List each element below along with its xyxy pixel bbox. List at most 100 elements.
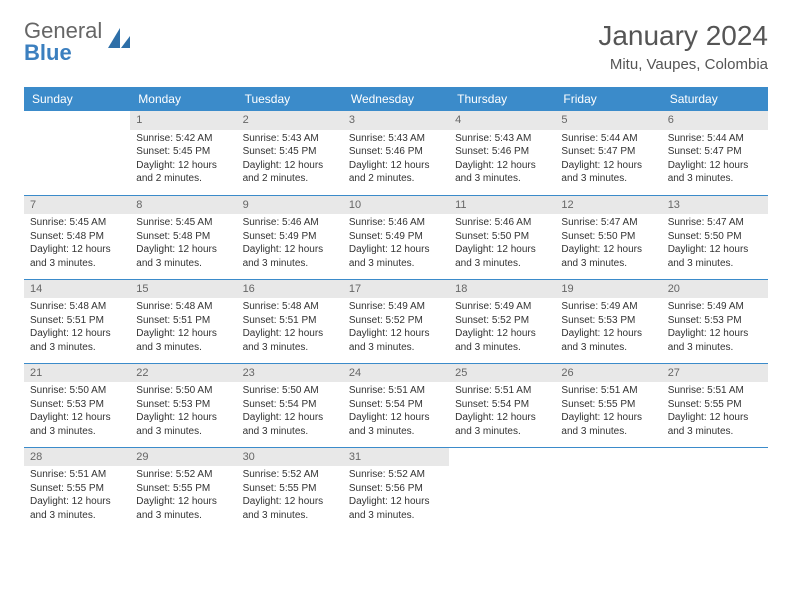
sunset-line: Sunset: 5:56 PM <box>349 482 443 496</box>
day-cell: 2Sunrise: 5:43 AMSunset: 5:45 PMDaylight… <box>237 111 343 195</box>
daylight-line: Daylight: 12 hours and 3 minutes. <box>30 243 124 270</box>
sail-icon <box>106 26 132 58</box>
day-cell: 19Sunrise: 5:49 AMSunset: 5:53 PMDayligh… <box>555 279 661 363</box>
brand-logo: General Blue <box>24 20 132 64</box>
day-cell: 30Sunrise: 5:52 AMSunset: 5:55 PMDayligh… <box>237 447 343 531</box>
daylight-line: Daylight: 12 hours and 3 minutes. <box>243 495 337 522</box>
sunrise-line: Sunrise: 5:44 AM <box>668 132 762 146</box>
sunrise-line: Sunrise: 5:50 AM <box>243 384 337 398</box>
day-cell: 16Sunrise: 5:48 AMSunset: 5:51 PMDayligh… <box>237 279 343 363</box>
daylight-line: Daylight: 12 hours and 3 minutes. <box>30 327 124 354</box>
day-details: Sunrise: 5:52 AMSunset: 5:55 PMDaylight:… <box>130 466 236 526</box>
day-cell: 22Sunrise: 5:50 AMSunset: 5:53 PMDayligh… <box>130 363 236 447</box>
daylight-line: Daylight: 12 hours and 2 minutes. <box>349 159 443 186</box>
day-details: Sunrise: 5:49 AMSunset: 5:52 PMDaylight:… <box>449 298 555 358</box>
sunset-line: Sunset: 5:49 PM <box>243 230 337 244</box>
day-details: Sunrise: 5:48 AMSunset: 5:51 PMDaylight:… <box>130 298 236 358</box>
day-number: 5 <box>555 111 661 130</box>
day-details: Sunrise: 5:43 AMSunset: 5:45 PMDaylight:… <box>237 130 343 190</box>
day-number: 28 <box>24 448 130 467</box>
weekday-header: Tuesday <box>237 87 343 111</box>
weekday-header: Monday <box>130 87 236 111</box>
daylight-line: Daylight: 12 hours and 3 minutes. <box>136 327 230 354</box>
day-number: 18 <box>449 280 555 299</box>
daylight-line: Daylight: 12 hours and 3 minutes. <box>349 495 443 522</box>
daylight-line: Daylight: 12 hours and 3 minutes. <box>349 243 443 270</box>
sunset-line: Sunset: 5:50 PM <box>455 230 549 244</box>
daylight-line: Daylight: 12 hours and 3 minutes. <box>136 243 230 270</box>
day-cell: 26Sunrise: 5:51 AMSunset: 5:55 PMDayligh… <box>555 363 661 447</box>
sunrise-line: Sunrise: 5:48 AM <box>136 300 230 314</box>
sunrise-line: Sunrise: 5:47 AM <box>561 216 655 230</box>
sunrise-line: Sunrise: 5:49 AM <box>349 300 443 314</box>
sunrise-line: Sunrise: 5:48 AM <box>243 300 337 314</box>
day-number: 24 <box>343 364 449 383</box>
day-cell: 27Sunrise: 5:51 AMSunset: 5:55 PMDayligh… <box>662 363 768 447</box>
sunset-line: Sunset: 5:50 PM <box>561 230 655 244</box>
sunset-line: Sunset: 5:54 PM <box>349 398 443 412</box>
day-cell: 29Sunrise: 5:52 AMSunset: 5:55 PMDayligh… <box>130 447 236 531</box>
sunset-line: Sunset: 5:45 PM <box>136 145 230 159</box>
daylight-line: Daylight: 12 hours and 3 minutes. <box>455 243 549 270</box>
day-cell: 7Sunrise: 5:45 AMSunset: 5:48 PMDaylight… <box>24 195 130 279</box>
day-number: 23 <box>237 364 343 383</box>
day-details: Sunrise: 5:51 AMSunset: 5:55 PMDaylight:… <box>662 382 768 442</box>
day-details: Sunrise: 5:45 AMSunset: 5:48 PMDaylight:… <box>24 214 130 274</box>
day-details: Sunrise: 5:46 AMSunset: 5:49 PMDaylight:… <box>343 214 449 274</box>
sunrise-line: Sunrise: 5:45 AM <box>136 216 230 230</box>
calendar-page: General Blue January 2024 Mitu, Vaupes, … <box>0 0 792 541</box>
daylight-line: Daylight: 12 hours and 3 minutes. <box>668 327 762 354</box>
daylight-line: Daylight: 12 hours and 3 minutes. <box>243 327 337 354</box>
day-number: 27 <box>662 364 768 383</box>
day-details: Sunrise: 5:51 AMSunset: 5:55 PMDaylight:… <box>24 466 130 526</box>
day-cell: 13Sunrise: 5:47 AMSunset: 5:50 PMDayligh… <box>662 195 768 279</box>
day-number: 11 <box>449 196 555 215</box>
day-details: Sunrise: 5:44 AMSunset: 5:47 PMDaylight:… <box>555 130 661 190</box>
daylight-line: Daylight: 12 hours and 3 minutes. <box>30 411 124 438</box>
calendar-row: 21Sunrise: 5:50 AMSunset: 5:53 PMDayligh… <box>24 363 768 447</box>
weekday-header: Thursday <box>449 87 555 111</box>
daylight-line: Daylight: 12 hours and 3 minutes. <box>30 495 124 522</box>
weekday-header: Sunday <box>24 87 130 111</box>
sunset-line: Sunset: 5:54 PM <box>455 398 549 412</box>
sunset-line: Sunset: 5:55 PM <box>136 482 230 496</box>
day-cell: 12Sunrise: 5:47 AMSunset: 5:50 PMDayligh… <box>555 195 661 279</box>
day-number: 19 <box>555 280 661 299</box>
daylight-line: Daylight: 12 hours and 3 minutes. <box>668 243 762 270</box>
sunrise-line: Sunrise: 5:51 AM <box>349 384 443 398</box>
day-details: Sunrise: 5:45 AMSunset: 5:48 PMDaylight:… <box>130 214 236 274</box>
daylight-line: Daylight: 12 hours and 3 minutes. <box>455 327 549 354</box>
daylight-line: Daylight: 12 hours and 3 minutes. <box>243 243 337 270</box>
day-details: Sunrise: 5:42 AMSunset: 5:45 PMDaylight:… <box>130 130 236 190</box>
sunrise-line: Sunrise: 5:45 AM <box>30 216 124 230</box>
day-number: 14 <box>24 280 130 299</box>
sunrise-line: Sunrise: 5:50 AM <box>30 384 124 398</box>
day-number: 31 <box>343 448 449 467</box>
day-details: Sunrise: 5:48 AMSunset: 5:51 PMDaylight:… <box>237 298 343 358</box>
calendar-row: 7Sunrise: 5:45 AMSunset: 5:48 PMDaylight… <box>24 195 768 279</box>
day-details: Sunrise: 5:47 AMSunset: 5:50 PMDaylight:… <box>662 214 768 274</box>
daylight-line: Daylight: 12 hours and 3 minutes. <box>136 495 230 522</box>
day-number: 1 <box>130 111 236 130</box>
daylight-line: Daylight: 12 hours and 3 minutes. <box>668 159 762 186</box>
day-cell: 15Sunrise: 5:48 AMSunset: 5:51 PMDayligh… <box>130 279 236 363</box>
day-cell: 3Sunrise: 5:43 AMSunset: 5:46 PMDaylight… <box>343 111 449 195</box>
day-number: 4 <box>449 111 555 130</box>
day-number: 21 <box>24 364 130 383</box>
sunset-line: Sunset: 5:45 PM <box>243 145 337 159</box>
day-details: Sunrise: 5:51 AMSunset: 5:54 PMDaylight:… <box>343 382 449 442</box>
day-cell: 4Sunrise: 5:43 AMSunset: 5:46 PMDaylight… <box>449 111 555 195</box>
daylight-line: Daylight: 12 hours and 2 minutes. <box>136 159 230 186</box>
daylight-line: Daylight: 12 hours and 3 minutes. <box>561 411 655 438</box>
day-cell: 20Sunrise: 5:49 AMSunset: 5:53 PMDayligh… <box>662 279 768 363</box>
sunrise-line: Sunrise: 5:50 AM <box>136 384 230 398</box>
day-cell: 21Sunrise: 5:50 AMSunset: 5:53 PMDayligh… <box>24 363 130 447</box>
sunrise-line: Sunrise: 5:51 AM <box>30 468 124 482</box>
day-details: Sunrise: 5:52 AMSunset: 5:56 PMDaylight:… <box>343 466 449 526</box>
sunrise-line: Sunrise: 5:46 AM <box>349 216 443 230</box>
sunrise-line: Sunrise: 5:48 AM <box>30 300 124 314</box>
day-number: 25 <box>449 364 555 383</box>
day-number: 22 <box>130 364 236 383</box>
sunrise-line: Sunrise: 5:43 AM <box>349 132 443 146</box>
weekday-header: Saturday <box>662 87 768 111</box>
